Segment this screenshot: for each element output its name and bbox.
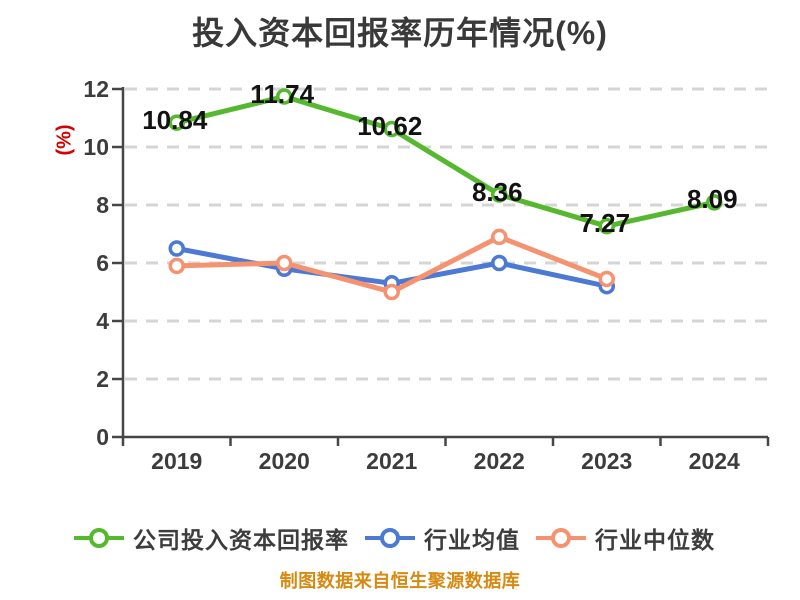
data-point-marker xyxy=(598,217,615,235)
data-point-marker xyxy=(276,254,293,272)
data-point-marker xyxy=(168,240,185,257)
data-point-marker xyxy=(383,120,400,138)
data-point-marker xyxy=(491,186,508,203)
data-point-marker xyxy=(168,257,185,275)
legend-item-industry-mean: 行业均值 xyxy=(365,521,520,555)
legend-marker-icon xyxy=(89,528,109,548)
legend-line-marker-icon xyxy=(74,528,124,548)
chart-title: 投入资本回报率历年情况(%) xyxy=(192,15,608,51)
data-point-marker xyxy=(491,228,508,246)
legend-item-industry-median: 行业中位数 xyxy=(536,521,715,555)
chart-legend: 公司投入资本回报率 行业均值 行业中位数 xyxy=(74,523,715,553)
data-point-marker xyxy=(383,283,400,301)
legend-marker-icon xyxy=(551,528,571,548)
data-point-marker xyxy=(276,88,293,105)
legend-label: 公司投入资本回报率 xyxy=(133,527,349,553)
series-line xyxy=(174,94,717,229)
data-point-marker xyxy=(706,194,723,211)
legend-line-marker-icon xyxy=(536,528,586,548)
data-point-marker xyxy=(598,270,615,288)
legend-label: 行业中位数 xyxy=(595,527,715,553)
legend-label: 行业均值 xyxy=(424,527,520,553)
legend-item-company-roic: 公司投入资本回报率 xyxy=(74,521,349,555)
data-point-marker xyxy=(168,114,185,131)
data-point-marker xyxy=(491,254,508,272)
legend-line-marker-icon xyxy=(365,528,415,548)
legend-marker-icon xyxy=(380,528,400,548)
data-source-caption: 制图数据来自恒生聚源数据库 xyxy=(279,571,521,591)
